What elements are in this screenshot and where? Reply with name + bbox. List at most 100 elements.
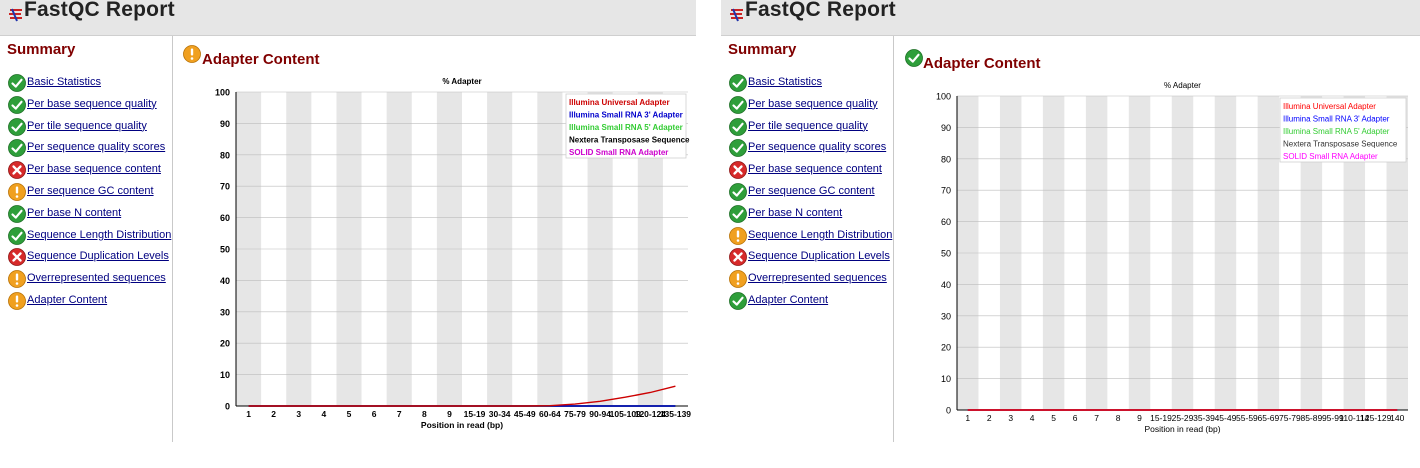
pass-icon bbox=[905, 49, 923, 67]
x-tick-label: 6 bbox=[1073, 413, 1078, 423]
x-tick-label: 9 bbox=[447, 409, 452, 419]
fail-icon bbox=[8, 161, 26, 180]
x-tick-label: 3 bbox=[1008, 413, 1013, 423]
x-tick-label: 3 bbox=[296, 409, 301, 419]
module-link[interactable]: Per base N content bbox=[27, 206, 122, 219]
y-tick-label: 70 bbox=[220, 182, 230, 192]
y-tick-label: 30 bbox=[941, 311, 951, 321]
x-tick-label: 55-59 bbox=[1236, 413, 1258, 423]
module-link[interactable]: Overrepresented sequences bbox=[748, 272, 887, 285]
y-tick-label: 80 bbox=[941, 154, 951, 164]
module-link[interactable]: Basic Statistics bbox=[27, 76, 101, 88]
y-tick-label: 70 bbox=[941, 186, 951, 196]
pass-icon bbox=[729, 95, 747, 114]
summary-heading: Summary bbox=[728, 41, 797, 58]
legend-entry: Illumina Small RNA 5' Adapter bbox=[569, 123, 683, 132]
x-tick-label: 1 bbox=[246, 409, 251, 419]
pass-icon bbox=[8, 226, 26, 245]
module-link[interactable]: Sequence Duplication Levels bbox=[27, 250, 169, 263]
module-link[interactable]: Sequence Length Distribution bbox=[27, 228, 172, 241]
warn-icon bbox=[729, 226, 747, 245]
warn-icon bbox=[729, 270, 747, 289]
x-tick-label: 4 bbox=[1030, 413, 1035, 423]
summary-heading: Summary bbox=[7, 41, 76, 58]
report-panel-left: FastQC Report Summary Basic Statistics Pe… bbox=[0, 0, 696, 468]
x-tick-label: 4 bbox=[322, 409, 327, 419]
legend-entry: Illumina Small RNA 3' Adapter bbox=[569, 111, 683, 120]
legend-entry: Illumina Universal Adapter bbox=[569, 98, 670, 107]
fastqc-logo-icon bbox=[730, 8, 743, 22]
x-tick-label: 8 bbox=[422, 409, 427, 419]
legend-entry: Nextera Transposase Sequence bbox=[569, 136, 690, 145]
x-tick-label: 5 bbox=[347, 409, 352, 419]
legend-entry: SOLID Small RNA Adapter bbox=[569, 148, 668, 157]
pass-icon bbox=[8, 204, 26, 223]
x-tick-label: 35-39 bbox=[1193, 413, 1215, 423]
y-tick-label: 10 bbox=[220, 370, 230, 380]
y-tick-label: 0 bbox=[225, 402, 230, 412]
x-tick-label: 15-19 bbox=[1150, 413, 1172, 423]
module-link[interactable]: Adapter Content bbox=[748, 294, 829, 306]
warn-icon bbox=[8, 183, 26, 201]
module-link[interactable]: Per base sequence quality bbox=[748, 97, 878, 110]
pass-icon bbox=[729, 139, 747, 158]
x-tick-label: 105-109 bbox=[610, 409, 641, 419]
x-tick-label: 25-29 bbox=[1172, 413, 1194, 423]
module-link[interactable]: Per sequence quality scores bbox=[748, 141, 887, 154]
x-tick-label: 140 bbox=[1390, 413, 1404, 423]
x-tick-label: 8 bbox=[1116, 413, 1121, 423]
x-tick-label: 7 bbox=[1094, 413, 1099, 423]
x-tick-label: 110-114 bbox=[1339, 413, 1369, 423]
y-tick-label: 100 bbox=[936, 92, 951, 102]
x-tick-label: 135-139 bbox=[660, 409, 691, 419]
x-tick-label: 120-124 bbox=[635, 409, 666, 419]
pass-icon bbox=[729, 204, 747, 223]
x-axis-label: Position in read (bp) bbox=[1144, 424, 1220, 434]
module-link[interactable]: Per base sequence content bbox=[748, 163, 882, 176]
module-link[interactable]: Per sequence GC content bbox=[27, 185, 154, 197]
x-tick-label: 1 bbox=[965, 413, 970, 423]
fail-icon bbox=[8, 248, 26, 267]
fail-icon bbox=[729, 248, 747, 267]
report-title: FastQC Report bbox=[745, 0, 896, 21]
module-link[interactable]: Overrepresented sequences bbox=[27, 272, 166, 285]
y-tick-label: 100 bbox=[215, 88, 230, 98]
x-tick-label: 125-129 bbox=[1360, 413, 1391, 423]
y-tick-label: 50 bbox=[220, 245, 230, 255]
warn-icon bbox=[183, 45, 201, 63]
x-tick-label: 30-34 bbox=[489, 409, 511, 419]
module-link[interactable]: Per tile sequence quality bbox=[748, 119, 868, 132]
y-tick-label: 40 bbox=[220, 276, 230, 286]
module-link[interactable]: Adapter Content bbox=[27, 294, 108, 306]
legend-entry: Illumina Small RNA 5' Adapter bbox=[1283, 127, 1390, 136]
x-tick-label: 60-64 bbox=[539, 409, 561, 419]
module-link[interactable]: Per tile sequence quality bbox=[27, 119, 147, 132]
module-link[interactable]: Sequence Duplication Levels bbox=[748, 250, 890, 263]
module-link[interactable]: Per base sequence content bbox=[27, 163, 161, 176]
y-tick-label: 20 bbox=[941, 343, 951, 353]
x-tick-label: 6 bbox=[372, 409, 377, 419]
pass-icon bbox=[729, 117, 747, 136]
adapter-content-chart: 0 10 20 30 40 50 60 70 80 90 100 1 2 3 4 5 6 7 8 9 15-19 30-3… bbox=[215, 77, 691, 430]
module-link[interactable]: Per base N content bbox=[748, 206, 843, 219]
pass-icon bbox=[729, 74, 747, 92]
summary-sidebar: Summary Basic Statistics Per base sequenc… bbox=[721, 36, 894, 442]
summary-sidebar: Summary Basic Statistics Per base sequenc… bbox=[0, 36, 173, 442]
x-tick-label: 2 bbox=[271, 409, 276, 419]
legend-box bbox=[1279, 97, 1407, 163]
module-link[interactable]: Per sequence GC content bbox=[748, 185, 875, 197]
module-link[interactable]: Per sequence quality scores bbox=[27, 141, 166, 154]
pass-icon bbox=[8, 74, 26, 92]
module-link[interactable]: Basic Statistics bbox=[748, 76, 822, 88]
legend-entry: Illumina Small RNA 3' Adapter bbox=[1283, 115, 1390, 124]
pass-icon bbox=[729, 292, 747, 310]
module-link[interactable]: Sequence Length Distribution bbox=[748, 228, 893, 241]
legend-box bbox=[565, 93, 687, 159]
x-tick-label: 45-49 bbox=[514, 409, 536, 419]
legend-entry: Nextera Transposase Sequence bbox=[1283, 140, 1398, 149]
y-tick-label: 80 bbox=[220, 150, 230, 160]
y-tick-label: 20 bbox=[220, 339, 230, 349]
warn-icon bbox=[8, 270, 26, 289]
module-link[interactable]: Per base sequence quality bbox=[27, 97, 157, 110]
report-header: FastQC Report bbox=[0, 0, 696, 36]
